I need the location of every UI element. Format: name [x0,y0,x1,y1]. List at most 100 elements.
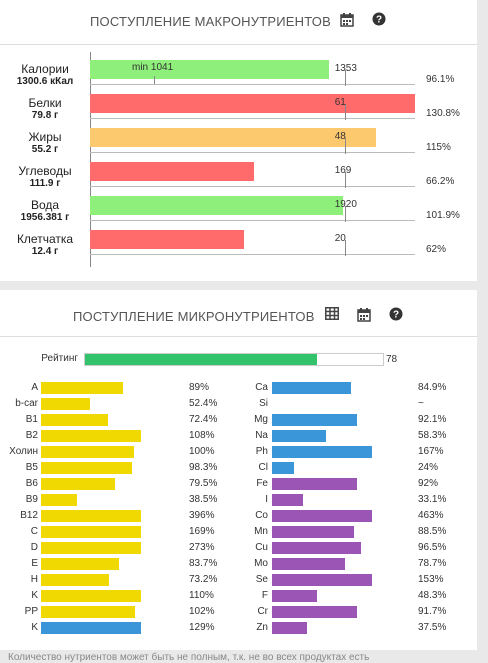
macro-name: Клетчатка [16,232,74,246]
nutrient-name: E [31,558,38,569]
nutrient-percent: 48.3% [418,590,447,601]
nutrient-name: Si [259,398,268,409]
macro-percent: 62% [426,244,447,255]
nutrient-percent: 89% [189,382,210,393]
rating-label: Рейтинг [41,353,78,364]
rating-bar [84,353,384,366]
nutrient-percent: 78.7% [418,558,447,569]
nutrient-percent: 169% [189,526,215,537]
nutrient-name: Ca [255,382,268,393]
macro-baseline [90,186,415,187]
nutrient-name: B6 [25,478,38,489]
macro-header: ПОСТУПЛЕНИЕ МАКРОНУТРИЕНТОВ ? [0,0,477,40]
help-icon[interactable]: ? [389,307,405,323]
macro-amount: 12.4 г [31,246,59,257]
nutrient-percent: 92% [418,478,439,489]
nutrient-name: B1 [25,414,38,425]
help-icon[interactable]: ? [372,12,388,28]
nutrient-percent: 33.1% [418,494,447,505]
nutrient-bar [41,574,109,586]
macro-bar [90,230,245,249]
svg-text:?: ? [376,15,382,26]
table-icon[interactable] [325,307,341,323]
nutrient-name: b-car [15,398,38,409]
macro-baseline [90,118,415,119]
nutrient-percent: 102% [189,606,215,617]
nutrient-percent: 273% [189,542,215,553]
nutrient-percent: 110% [189,590,214,601]
nutrient-percent: 92.1% [418,414,447,425]
nutrient-percent: 83.7% [189,558,218,569]
nutrient-percent: 167% [418,446,444,457]
macro-amount: 79.8 г [31,110,59,121]
nutrient-percent: 463% [418,510,444,521]
nutrient-percent: 88.5% [418,526,447,537]
calendar-icon[interactable] [340,12,356,28]
nutrient-name: Zn [256,622,268,633]
nutrient-percent: 24% [418,462,439,473]
nutrient-bar [272,558,345,570]
macro-name: Вода [30,198,60,212]
nutrient-name: Mn [254,526,268,537]
nutrient-percent: 52.4% [189,398,218,409]
target-tick [344,172,346,188]
macro-percent: 130.8% [426,108,460,119]
nutrient-bar [272,430,326,442]
nutrient-bar [272,510,372,522]
nutrient-percent: 396% [189,510,215,521]
macro-baseline [90,152,415,153]
nutrient-name: Cr [257,606,268,617]
nutrient-bar [272,446,372,458]
nutrient-name: B9 [25,494,38,505]
micro-panel: ПОСТУПЛЕНИЕ МИКРОНУТРИЕНТОВ ? Рейтинг 78… [0,290,477,650]
target-tick [344,70,346,86]
target-tick [344,138,346,154]
macro-name: Углеводы [18,164,72,178]
macro-amount: 1300.6 кКал [16,76,74,87]
nutrient-bar [272,414,358,426]
macro-amount: 55.2 г [31,144,59,155]
nutrient-name: B12 [20,510,38,521]
nutrient-bar [272,590,317,602]
macro-axis-line [90,52,91,267]
nutrient-bar [272,622,307,634]
macro-value: 61 [334,97,346,108]
macro-name: Калории [21,62,69,76]
micro-header: ПОСТУПЛЕНИЕ МИКРОНУТРИЕНТОВ ? [0,290,477,330]
min-tick [154,76,155,84]
nutrient-name: Fe [256,478,268,489]
macro-baseline [90,84,415,85]
target-tick [344,240,346,256]
nutrient-bar [41,462,133,474]
nutrient-bar [41,510,141,522]
nutrient-bar [272,606,357,618]
calendar-icon[interactable] [357,307,373,323]
macro-row: Калории 1300.6 кКал 1353 96.1% [0,58,477,87]
macro-percent: 101.9% [426,210,460,221]
micro-title: ПОСТУПЛЕНИЕ МИКРОНУТРИЕНТОВ [73,309,315,324]
nutrient-name: K [31,590,38,601]
nutrient-bar [272,382,351,394]
macro-bar [90,60,329,79]
nutrient-name: Холин [9,446,38,457]
macro-percent: 96.1% [426,74,455,85]
macro-value: 169 [334,165,352,176]
nutrient-bar [41,446,134,458]
nutrient-name: Na [255,430,268,441]
target-tick [344,206,346,222]
nutrient-name: B2 [25,430,38,441]
macro-bar [90,128,376,147]
footer-note: Количество нутриентов может быть не полн… [8,652,370,663]
macro-percent: 66.2% [426,176,455,187]
macro-bar [90,196,344,215]
macro-row: Клетчатка 12.4 г 20 62% [0,228,477,257]
macro-panel: ПОСТУПЛЕНИЕ МАКРОНУТРИЕНТОВ ? Калории 130… [0,0,477,281]
target-tick [344,104,346,120]
nutrient-bar [41,526,141,538]
nutrient-name: K [31,622,38,633]
macro-name: Белки [28,96,62,110]
macro-baseline [90,220,415,221]
macro-value: 1353 [334,63,357,74]
min-label: min 1041 [132,62,174,73]
macro-value: 1920 [334,199,357,210]
